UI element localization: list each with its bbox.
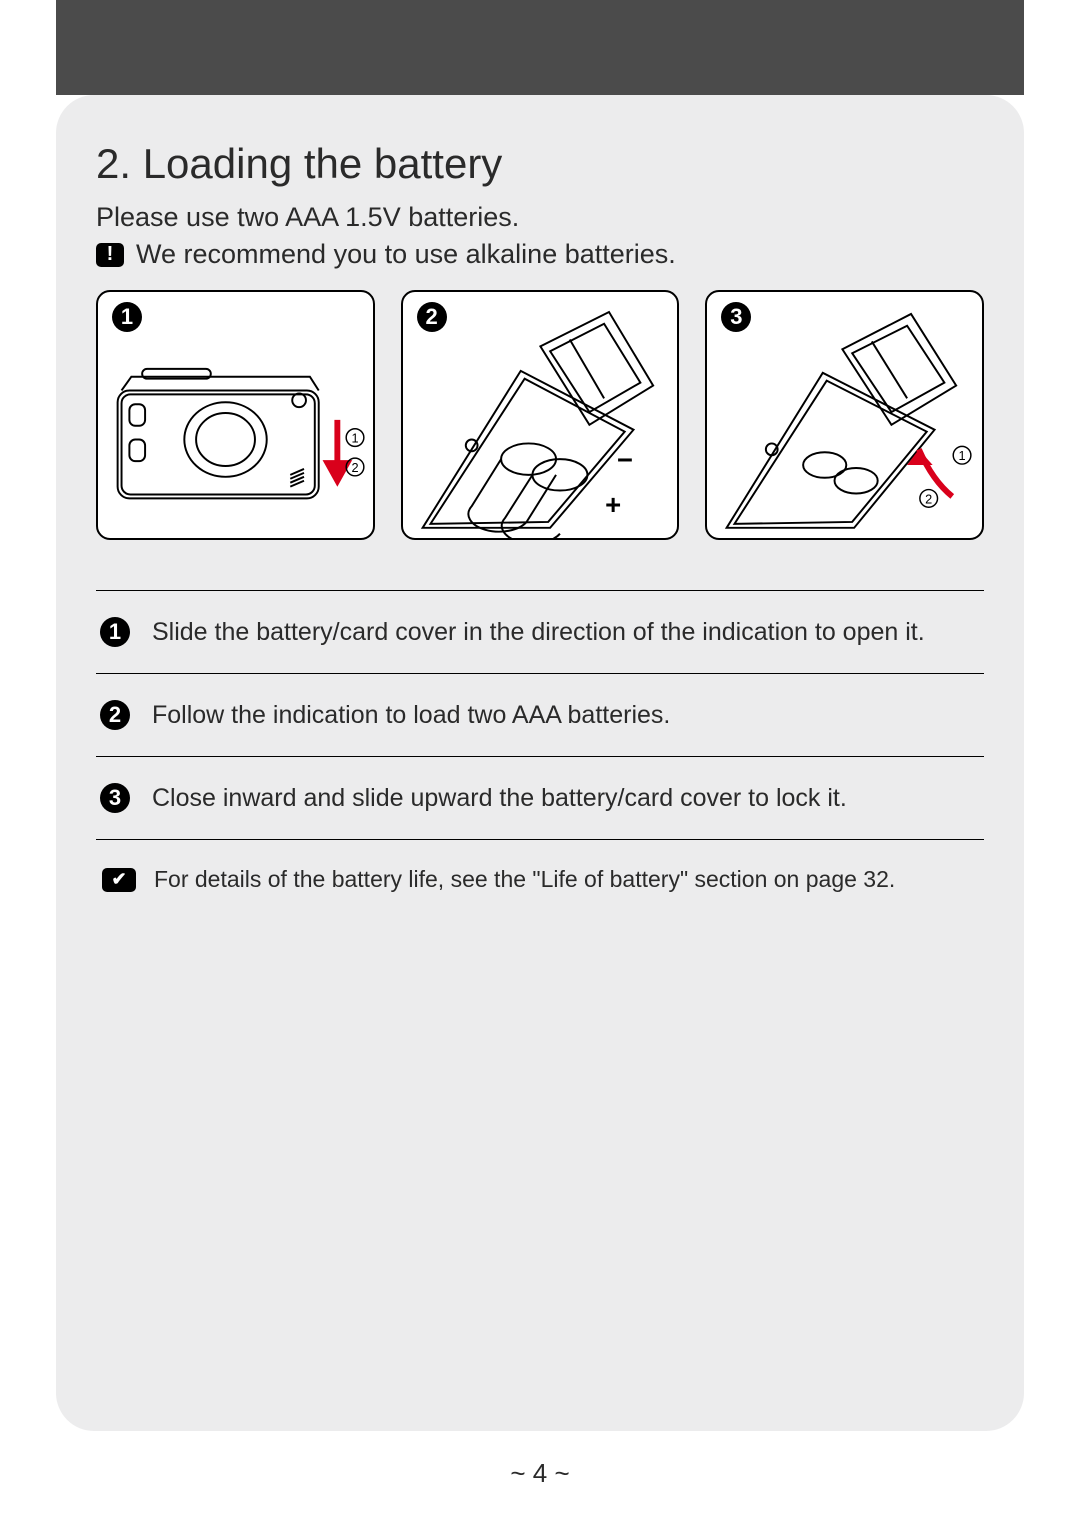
- check-icon: ✔: [102, 868, 136, 892]
- step-text-1: Slide the battery/card cover in the dire…: [152, 618, 925, 647]
- svg-text:−: −: [617, 444, 633, 475]
- svg-text:+: +: [605, 489, 621, 520]
- panel-2-svg: − +: [403, 292, 678, 538]
- step-row: 2 Follow the indication to load two AAA …: [96, 673, 984, 756]
- content-panel: 2. Loading the battery Please use two AA…: [56, 95, 1024, 1431]
- step-row: 3 Close inward and slide upward the batt…: [96, 756, 984, 840]
- step-text-3: Close inward and slide upward the batter…: [152, 784, 847, 813]
- warning-icon: !: [96, 243, 124, 267]
- svg-text:1: 1: [351, 430, 358, 445]
- svg-text:1: 1: [959, 448, 966, 463]
- panel-badge-2: 2: [417, 302, 447, 332]
- panel-1-svg: 1 2: [98, 292, 373, 538]
- page: 2. Loading the battery Please use two AA…: [0, 0, 1080, 1521]
- section-heading: 2. Loading the battery: [96, 140, 984, 188]
- svg-text:2: 2: [925, 491, 932, 506]
- illustration-panel-1: 1: [96, 290, 375, 540]
- step-badge-2: 2: [100, 700, 130, 730]
- step-badge-3: 3: [100, 783, 130, 813]
- svg-text:2: 2: [351, 460, 358, 475]
- note-text: For details of the battery life, see the…: [154, 866, 895, 893]
- header-band: [56, 0, 1024, 95]
- illustration-row: 1: [96, 290, 984, 540]
- illustration-panel-2: 2: [401, 290, 680, 540]
- step-badge-1: 1: [100, 617, 130, 647]
- recommendation-line: ! We recommend you to use alkaline batte…: [96, 239, 984, 270]
- recommendation-text: We recommend you to use alkaline batteri…: [136, 239, 676, 270]
- intro-text: Please use two AAA 1.5V batteries.: [96, 202, 984, 233]
- page-number: ~ 4 ~: [0, 1458, 1080, 1489]
- step-text-2: Follow the indication to load two AAA ba…: [152, 701, 670, 730]
- panel-3-svg: 1 2: [707, 292, 982, 538]
- note-row: ✔ For details of the battery life, see t…: [96, 840, 984, 893]
- step-row: 1 Slide the battery/card cover in the di…: [96, 590, 984, 673]
- step-list: 1 Slide the battery/card cover in the di…: [96, 590, 984, 840]
- illustration-panel-3: 3: [705, 290, 984, 540]
- panel-badge-1: 1: [112, 302, 142, 332]
